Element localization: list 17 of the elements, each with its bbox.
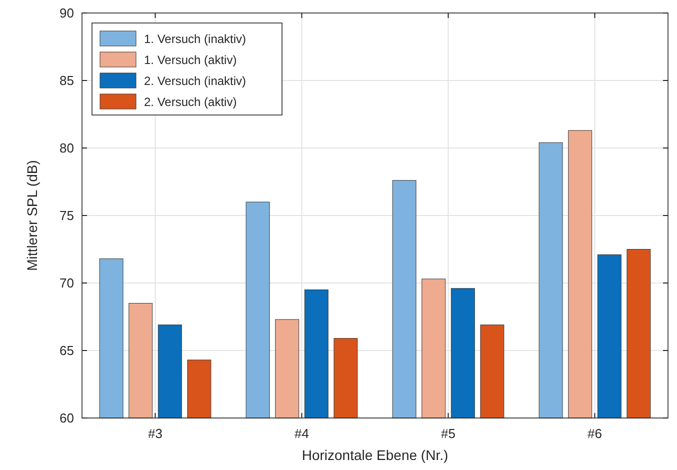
legend-label: 1. Versuch (inaktiv) xyxy=(144,32,246,46)
y-tick-label: 70 xyxy=(60,276,74,291)
x-tick-label: #6 xyxy=(588,426,602,441)
legend-label: 1. Versuch (aktiv) xyxy=(144,53,237,68)
y-tick-label: 80 xyxy=(60,140,74,156)
x-axis-title: Horizontale Ebene (Nr.) xyxy=(302,447,448,463)
x-tick-label: #5 xyxy=(441,426,456,441)
legend-label: 2. Versuch (aktiv) xyxy=(144,95,237,110)
y-tick-label: 75 xyxy=(60,208,74,224)
legend-label: 2. Versuch (inaktiv) xyxy=(144,74,246,88)
x-tick-label: #4 xyxy=(294,426,309,441)
x-tick-label: #3 xyxy=(148,426,162,441)
y-tick-label: 85 xyxy=(60,73,74,88)
y-tick-label: 90 xyxy=(60,6,74,21)
y-tick-label: 65 xyxy=(60,343,74,358)
y-axis-title: Mittlerer SPL (dB) xyxy=(24,160,40,271)
y-tick-label: 60 xyxy=(60,410,74,426)
